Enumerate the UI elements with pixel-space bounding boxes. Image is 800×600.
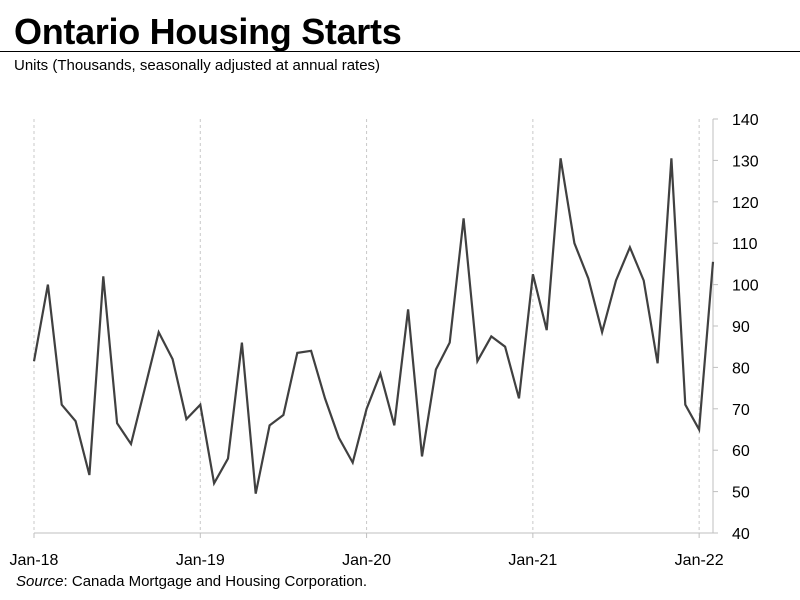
chart-subtitle: Units (Thousands, seasonally adjusted at…: [14, 57, 381, 74]
y-tick-label: 100: [732, 278, 759, 295]
y-tick-label: 60: [732, 443, 750, 460]
x-tick-label: Jan-18: [10, 552, 59, 569]
y-tick-label: 50: [732, 485, 750, 502]
source-label: Source: [16, 573, 64, 590]
x-tick-label: Jan-22: [675, 552, 724, 569]
y-tick-label: 70: [732, 402, 750, 419]
y-tick-label: 90: [732, 319, 750, 336]
y-tick-label: 130: [732, 153, 759, 170]
y-tick-label: 80: [732, 360, 750, 377]
source-text: : Canada Mortgage and Housing Corporatio…: [63, 573, 368, 590]
source-note: Source: Canada Mortgage and Housing Corp…: [16, 573, 367, 591]
chart-title: Ontario Housing Starts: [14, 11, 402, 52]
x-tick-label: Jan-19: [176, 552, 225, 569]
y-tick-label: 110: [732, 236, 758, 253]
y-tick-label: 40: [732, 526, 750, 543]
series-line: [32, 158, 715, 494]
title-rule: [0, 51, 800, 52]
x-tick-label: Jan-20: [342, 552, 391, 569]
x-tick-label: Jan-21: [508, 552, 557, 569]
y-tick-label: 120: [732, 195, 759, 212]
y-tick-label: 140: [732, 112, 759, 129]
